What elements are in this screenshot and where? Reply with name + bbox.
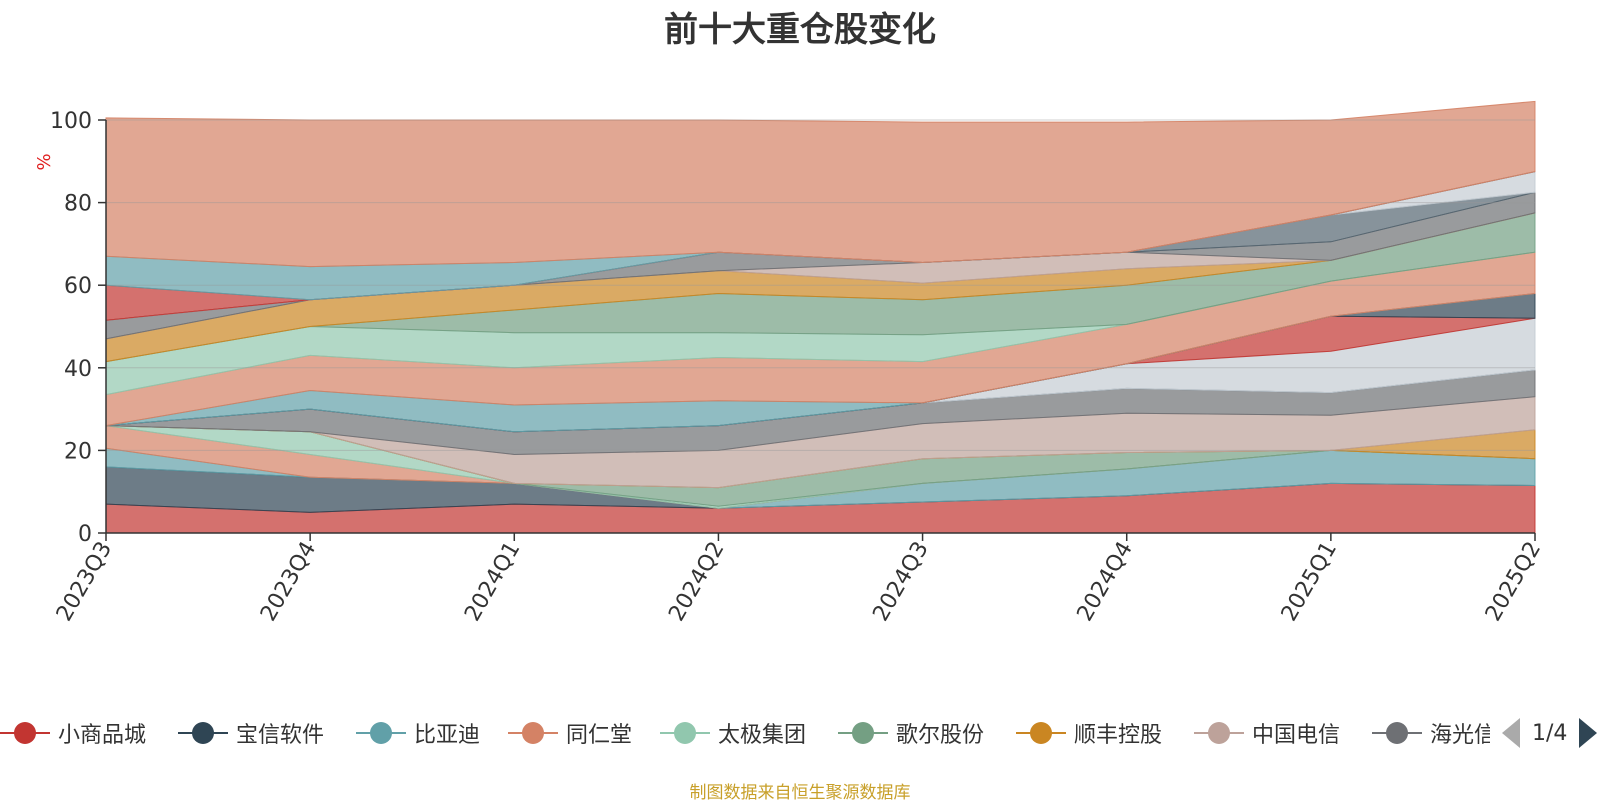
legend-prev-page-icon[interactable] xyxy=(1502,718,1520,748)
x-tick-label-5: 2024Q4 xyxy=(1073,538,1138,626)
x-tick-label-6: 2025Q1 xyxy=(1277,538,1342,626)
legend: 小商品城 宝信软件 比亚迪 同仁堂 太极集团 歌尔股份 顺丰控股 中国电信 海光信息 xyxy=(0,716,1490,750)
legend-item-4[interactable]: 太极集团 xyxy=(660,716,806,750)
legend-item-6[interactable]: 顺丰控股 xyxy=(1016,716,1162,750)
legend-marker-icon xyxy=(1372,716,1422,750)
legend-item-2[interactable]: 比亚迪 xyxy=(356,716,480,750)
y-tick-label-4: 80 xyxy=(64,192,92,217)
area-layer xyxy=(105,100,1536,534)
legend-label: 小商品城 xyxy=(58,723,147,748)
x-tick-label-2: 2024Q1 xyxy=(460,538,525,626)
area-series-24 xyxy=(105,100,1536,268)
source-note: 制图数据来自恒生聚源数据库 xyxy=(689,783,911,803)
x-tick-label-7: 2025Q2 xyxy=(1481,538,1546,626)
legend-item-1[interactable]: 宝信软件 xyxy=(178,716,324,750)
legend-item-3[interactable]: 同仁堂 xyxy=(508,716,632,750)
x-tick-label-1: 2023Q4 xyxy=(256,538,321,626)
legend-label: 海光信息 xyxy=(1430,723,1490,748)
legend-page-indicator: 1/4 xyxy=(1532,720,1568,746)
legend-label: 比亚迪 xyxy=(414,723,481,748)
y-tick-label-5: 100 xyxy=(50,109,92,134)
y-tick-label-1: 20 xyxy=(64,439,92,464)
legend-item-7[interactable]: 中国电信 xyxy=(1194,716,1340,750)
y-tick-label-0: 0 xyxy=(78,522,92,547)
legend-marker-icon xyxy=(660,716,710,750)
legend-item-5[interactable]: 歌尔股份 xyxy=(838,716,984,750)
chart-title: 前十大重仓股变化 xyxy=(664,10,936,50)
legend-marker-icon xyxy=(356,716,406,750)
legend-label: 歌尔股份 xyxy=(896,723,985,748)
x-tick-label-0: 2023Q3 xyxy=(52,538,117,626)
legend-marker-icon xyxy=(0,716,50,750)
x-tick-label-4: 2024Q3 xyxy=(868,538,933,626)
legend-marker-icon xyxy=(1016,716,1066,750)
y-tick-label-2: 40 xyxy=(64,357,92,382)
legend-pager: 1/4 xyxy=(1500,716,1600,750)
legend-label: 同仁堂 xyxy=(566,723,633,748)
legend-label: 中国电信 xyxy=(1252,723,1341,748)
legend-marker-icon xyxy=(178,716,228,750)
legend-item-0[interactable]: 小商品城 xyxy=(0,716,146,750)
y-axis-label: % xyxy=(34,153,55,170)
legend-next-page-icon[interactable] xyxy=(1579,718,1598,748)
x-tick-label-3: 2024Q2 xyxy=(664,538,729,626)
legend-marker-icon xyxy=(508,716,558,750)
legend-label: 宝信软件 xyxy=(236,723,325,748)
y-tick-label-3: 60 xyxy=(64,274,92,299)
legend-label: 太极集团 xyxy=(718,723,807,748)
legend-item-8[interactable]: 海光信息 xyxy=(1372,716,1490,750)
legend-label: 顺丰控股 xyxy=(1074,723,1163,748)
legend-marker-icon xyxy=(838,716,888,750)
legend-marker-icon xyxy=(1194,716,1244,750)
